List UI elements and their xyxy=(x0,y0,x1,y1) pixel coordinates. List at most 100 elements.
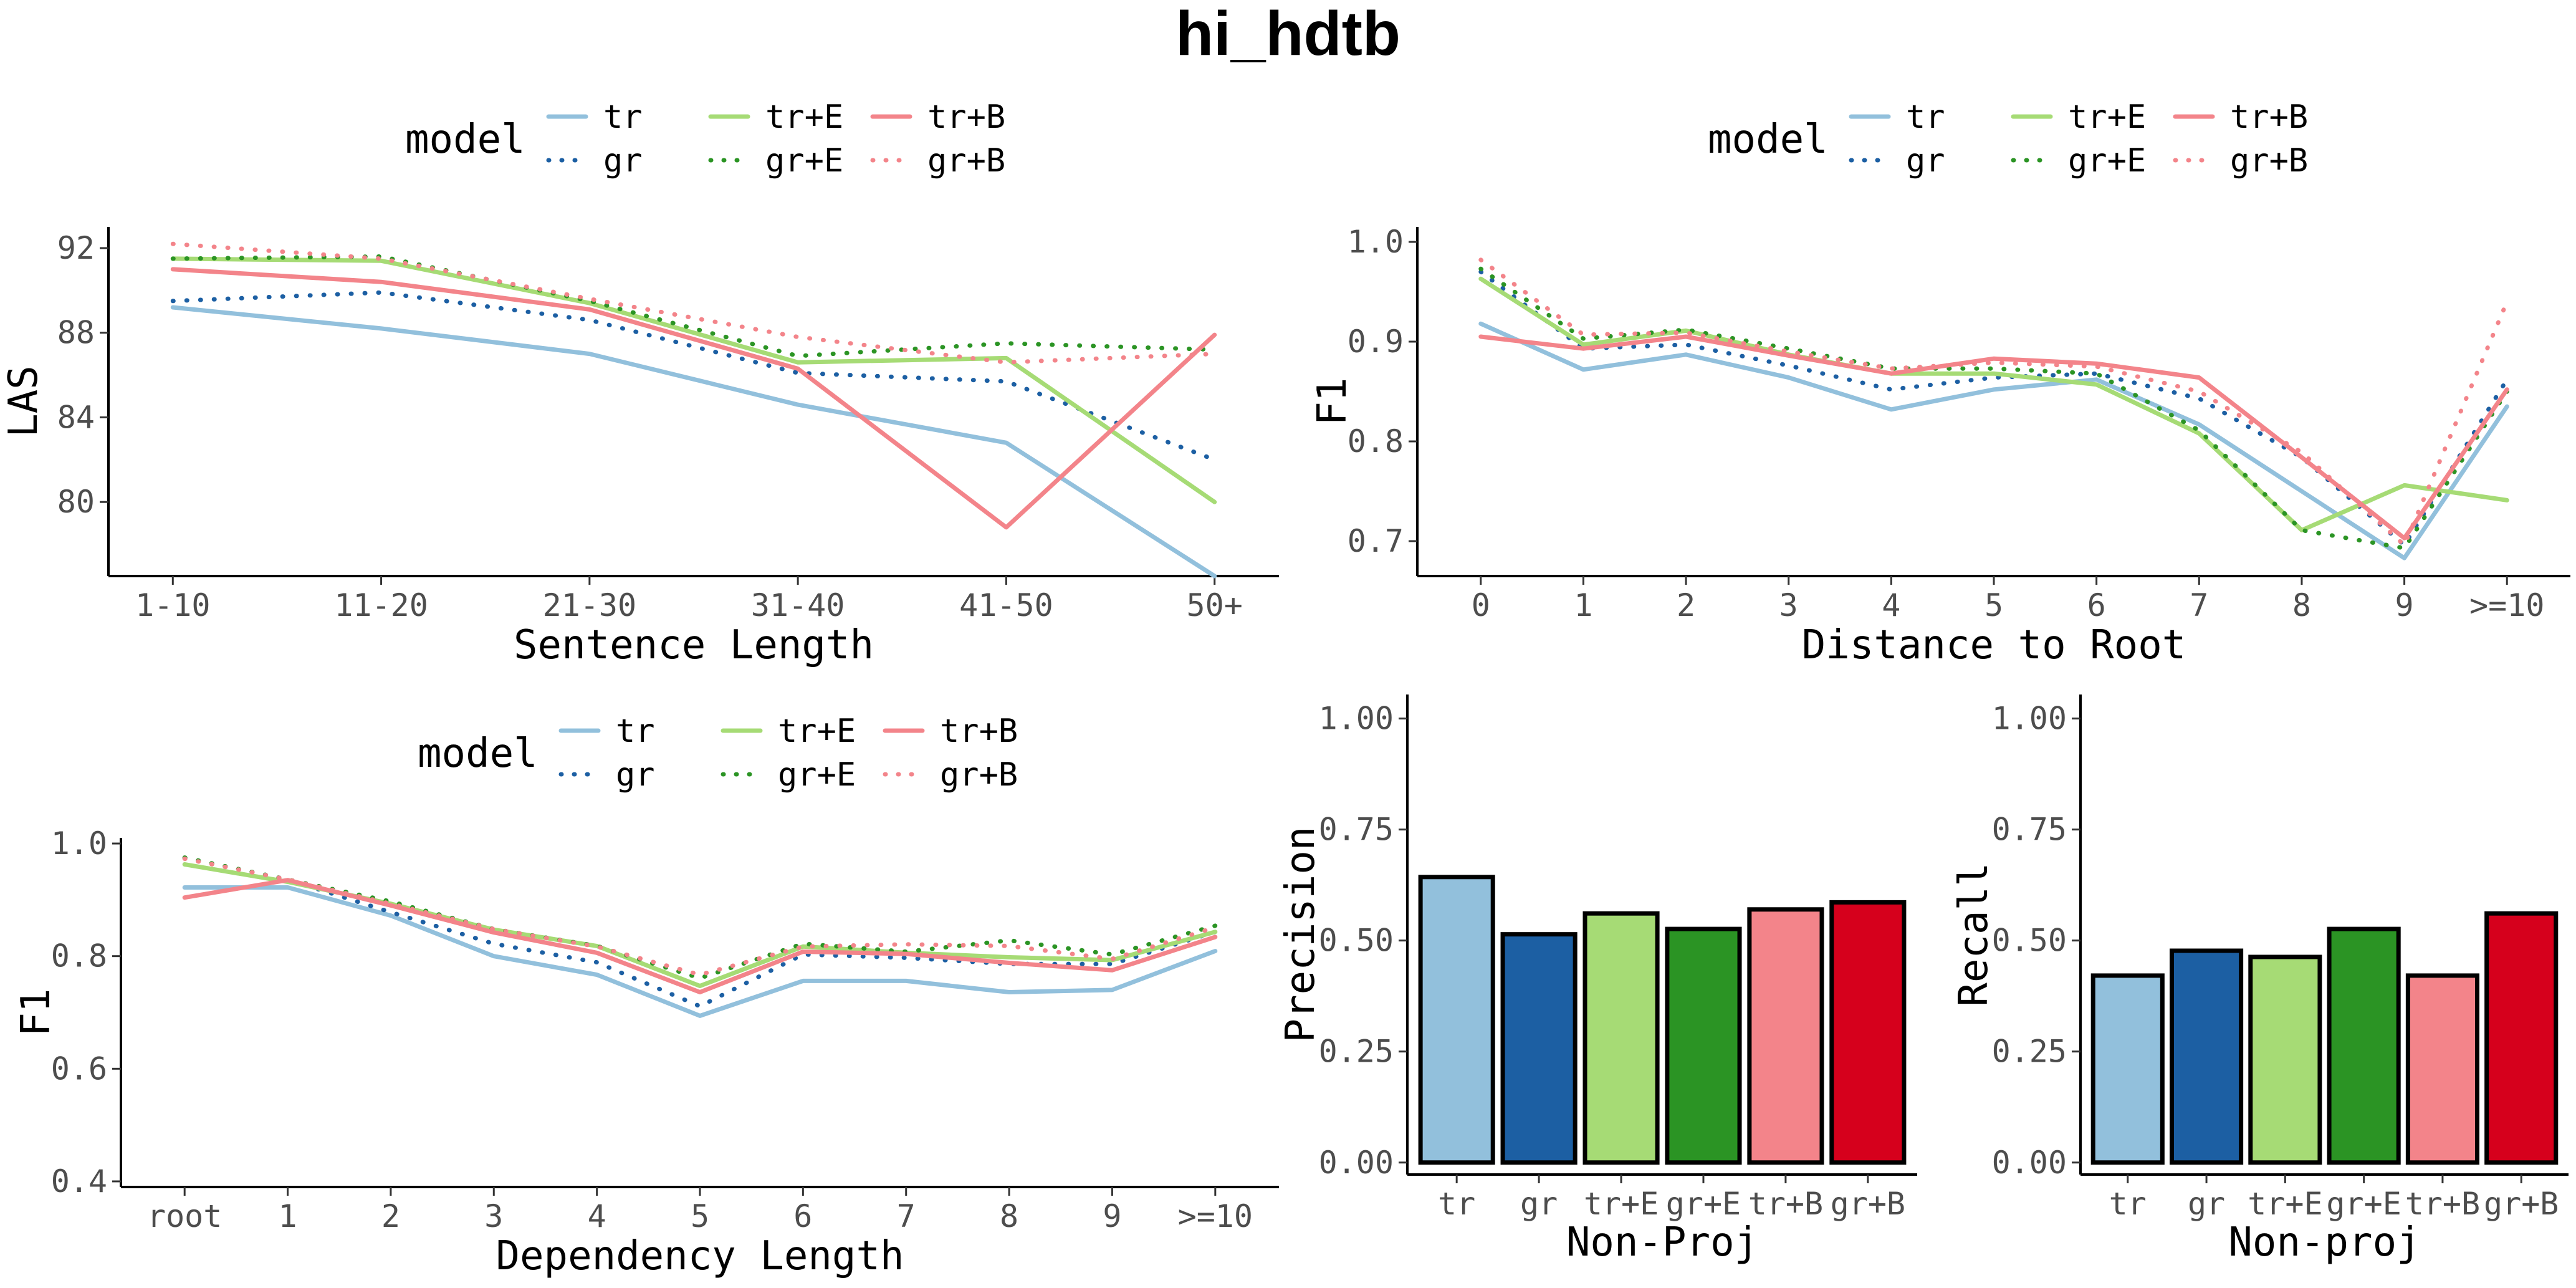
bar-gr xyxy=(2169,948,2244,1165)
series-line-gr-plus-b xyxy=(182,856,1218,977)
x-tick-label-9: 9 xyxy=(2395,587,2414,623)
legend-title: model xyxy=(418,731,538,777)
x-tick-label-2: 2 xyxy=(1677,587,1695,623)
bar-tr xyxy=(2090,973,2165,1165)
x-tick-label-tr-plus-b: tr+B xyxy=(1748,1186,1823,1222)
y-tick-label: 1.0 xyxy=(51,825,107,862)
x-tick-label-41-50: 41-50 xyxy=(959,587,1053,623)
x-tick-label-8: 8 xyxy=(2292,587,2311,623)
legend-label-gr-plus-e: gr+E xyxy=(765,142,843,180)
y-tick-label: 80 xyxy=(57,484,95,520)
legend-label-tr-plus-e: tr+E xyxy=(2068,99,2146,136)
bar-gr xyxy=(1500,932,1578,1165)
series-line-tr-plus-b xyxy=(182,878,1218,994)
y-tick-label: 0.75 xyxy=(1992,812,2067,848)
legend-label-gr-plus-b: gr+B xyxy=(927,142,1005,180)
y-tick-label: 0.50 xyxy=(1992,923,2067,959)
x-axis-title: Non-Proj xyxy=(1566,1219,1758,1266)
legend-label-tr-plus-e: tr+E xyxy=(765,99,843,136)
x-tick-label-5: 5 xyxy=(691,1198,709,1234)
y-axis-title: LAS xyxy=(1,365,47,438)
x-axis-title: Non-proj xyxy=(2228,1219,2420,1266)
bar-tr-plus-e xyxy=(2248,954,2322,1165)
x-tick-label-gr-plus-e: gr+E xyxy=(2326,1186,2401,1222)
y-tick-label: 1.00 xyxy=(1992,701,2067,737)
x-tick-label-7: 7 xyxy=(897,1198,916,1234)
chart-non-proj-recall: 0.00 0.25 0.50 0.75 1.00 tr gr tr+E gr+E tr+B gr+B… xyxy=(1951,694,2569,1266)
y-tick-label: 0.25 xyxy=(1319,1034,1394,1070)
x-tick-label-tr-plus-b: tr+B xyxy=(2405,1186,2480,1222)
chart-non-proj-precision: 0.00 0.25 0.50 0.75 1.00 tr gr tr+E gr+E tr+B gr+B… xyxy=(1278,694,1917,1266)
y-tick-label: 0.8 xyxy=(51,938,107,974)
legend-label-tr-plus-e: tr+E xyxy=(778,713,856,750)
x-axis-title: Sentence Length xyxy=(514,622,874,668)
legend-label-tr: tr xyxy=(603,99,643,136)
y-axis-title: F1 xyxy=(1310,377,1356,425)
x-axis-title: Dependency Length xyxy=(496,1233,904,1279)
x-tick-label-3: 3 xyxy=(1779,587,1798,623)
y-axis-title: Precision xyxy=(1278,827,1324,1043)
legend-label-gr: gr xyxy=(603,142,643,180)
y-tick-label: 0.75 xyxy=(1319,812,1394,848)
x-tick-label-root: root xyxy=(147,1198,222,1234)
y-tick-label: 0.50 xyxy=(1319,923,1394,959)
legend-label-gr-plus-b: gr+B xyxy=(2230,142,2308,180)
legend-label-tr-plus-b: tr+B xyxy=(2230,99,2308,136)
x-tick-label-gr-plus-b: gr+B xyxy=(1831,1186,1905,1222)
x-tick-label-gr: gr xyxy=(2188,1186,2225,1222)
y-tick-label: 0.8 xyxy=(1348,423,1404,459)
legend-dependency-length: model tr tr+E tr+B gr gr+E gr+B xyxy=(418,713,1018,794)
x-tick-label-gr-plus-b: gr+B xyxy=(2484,1186,2559,1222)
bar-gr-plus-b xyxy=(1829,900,1907,1165)
series-line-gr-plus-b xyxy=(1478,257,2509,547)
x-tick-label-50-plus: 50+ xyxy=(1187,587,1243,623)
x-tick-label-0: 0 xyxy=(1472,587,1490,623)
legend-distance-to-root: model tr tr+E tr+B gr gr+E gr+B xyxy=(1708,99,2308,180)
x-tick-label-4: 4 xyxy=(588,1198,606,1234)
chart-dependency-length: 0.4 0.6 0.8 1.0 root 1 2 3 4 5 6 7 8 9 >=10 Dependency … xyxy=(13,825,1279,1279)
y-tick-label: 0.4 xyxy=(51,1163,107,1199)
y-tick-label: 92 xyxy=(57,230,95,266)
series-line-gr xyxy=(170,290,1217,462)
legend-title: model xyxy=(1708,117,1828,163)
x-tick-label-21-30: 21-30 xyxy=(543,587,637,623)
x-tick-label-3: 3 xyxy=(484,1198,503,1234)
x-tick-label-tr-plus-e: tr+E xyxy=(1584,1186,1659,1222)
series-line-tr-plus-b xyxy=(1478,334,2509,541)
series-line-gr-plus-e xyxy=(182,855,1218,981)
series-line-gr-plus-b xyxy=(170,241,1217,365)
legend-label-gr: gr xyxy=(1906,142,1945,180)
legend-title: model xyxy=(405,117,525,163)
x-tick-label-1-10: 1-10 xyxy=(135,587,210,623)
series-line-gr-plus-e xyxy=(170,254,1217,358)
x-tick-label-9: 9 xyxy=(1103,1198,1121,1234)
bar-gr-plus-e xyxy=(2327,926,2401,1165)
x-tick-label-ge10: >=10 xyxy=(1178,1198,1253,1234)
legend-label-gr-plus-b: gr+B xyxy=(940,756,1018,794)
bar-tr-plus-b xyxy=(2405,973,2480,1165)
x-tick-label-4: 4 xyxy=(1882,587,1900,623)
y-tick-label: 0.25 xyxy=(1992,1034,2067,1070)
legend-label-gr-plus-e: gr+E xyxy=(2068,142,2146,180)
y-tick-label: 1.00 xyxy=(1319,701,1394,737)
x-tick-label-tr: tr xyxy=(1438,1186,1475,1222)
y-tick-label: 0.6 xyxy=(51,1050,107,1087)
figure-title: hi_hdtb xyxy=(1175,0,1401,69)
chart-distance-to-root: 0.7 0.8 0.9 1.0 0 1 2 3 4 5 6 7 8 9 >=10 Distance to Ro… xyxy=(1310,224,2570,668)
series-line-tr-plus-e xyxy=(1478,276,2509,532)
series-line-tr xyxy=(182,885,1218,1018)
series-line-tr-plus-e xyxy=(170,256,1217,504)
x-tick-label-ge10: >=10 xyxy=(2469,587,2544,623)
x-tick-label-1: 1 xyxy=(1574,587,1592,623)
bar-gr-plus-b xyxy=(2484,911,2559,1165)
legend-label-gr-plus-e: gr+E xyxy=(778,756,856,794)
x-tick-label-2: 2 xyxy=(381,1198,400,1234)
series-line-gr-plus-e xyxy=(1478,266,2509,550)
legend-label-tr-plus-b: tr+B xyxy=(927,99,1005,136)
x-tick-label-tr-plus-e: tr+E xyxy=(2248,1186,2322,1222)
y-tick-label: 88 xyxy=(57,315,95,351)
series-line-gr xyxy=(1478,269,2509,547)
legend-sentence-length: model tr tr+E tr+B gr gr+E gr+B xyxy=(405,99,1005,180)
y-axis-title: Recall xyxy=(1951,862,1997,1006)
y-tick-label: 0.00 xyxy=(1319,1145,1394,1181)
